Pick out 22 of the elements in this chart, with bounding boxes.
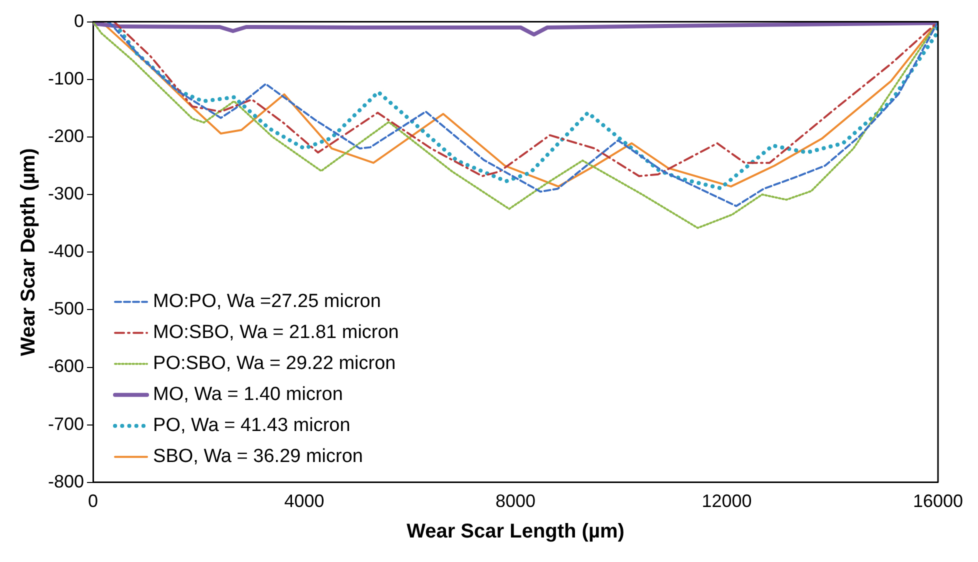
- y-tick-label: -200: [48, 126, 84, 146]
- y-axis-title: Wear Scar Depth (µm): [18, 148, 40, 356]
- legend-label: MO, Wa = 1.40 micron: [153, 384, 343, 406]
- x-tick-label: 16000: [912, 491, 964, 512]
- y-tick-label: -300: [48, 183, 84, 204]
- x-tick-label: 12000: [702, 491, 752, 512]
- legend-label: MO:PO, Wa =27.25 micron: [153, 291, 381, 312]
- y-tick-label: -400: [48, 241, 84, 262]
- y-tick-label: -700: [48, 414, 84, 434]
- legend-label: PO, Wa = 41.43 micron: [153, 415, 350, 436]
- legend-label: SBO, Wa = 36.29 micron: [153, 446, 363, 468]
- legend-label: PO:SBO, Wa = 29.22 micron: [153, 353, 396, 374]
- x-tick-label: 4000: [284, 491, 324, 512]
- y-tick-label: -500: [48, 298, 84, 319]
- legend-label: MO:SBO, Wa = 21.81 micron: [153, 322, 399, 344]
- x-tick-label: 8000: [495, 491, 536, 512]
- y-tick-label: -800: [48, 471, 84, 492]
- y-tick-label: -600: [48, 356, 84, 376]
- y-tick-label: -100: [48, 68, 84, 88]
- x-axis-title: Wear Scar Length (µm): [406, 520, 624, 543]
- y-tick-label: 0: [74, 10, 84, 31]
- x-tick-label: 0: [88, 491, 98, 512]
